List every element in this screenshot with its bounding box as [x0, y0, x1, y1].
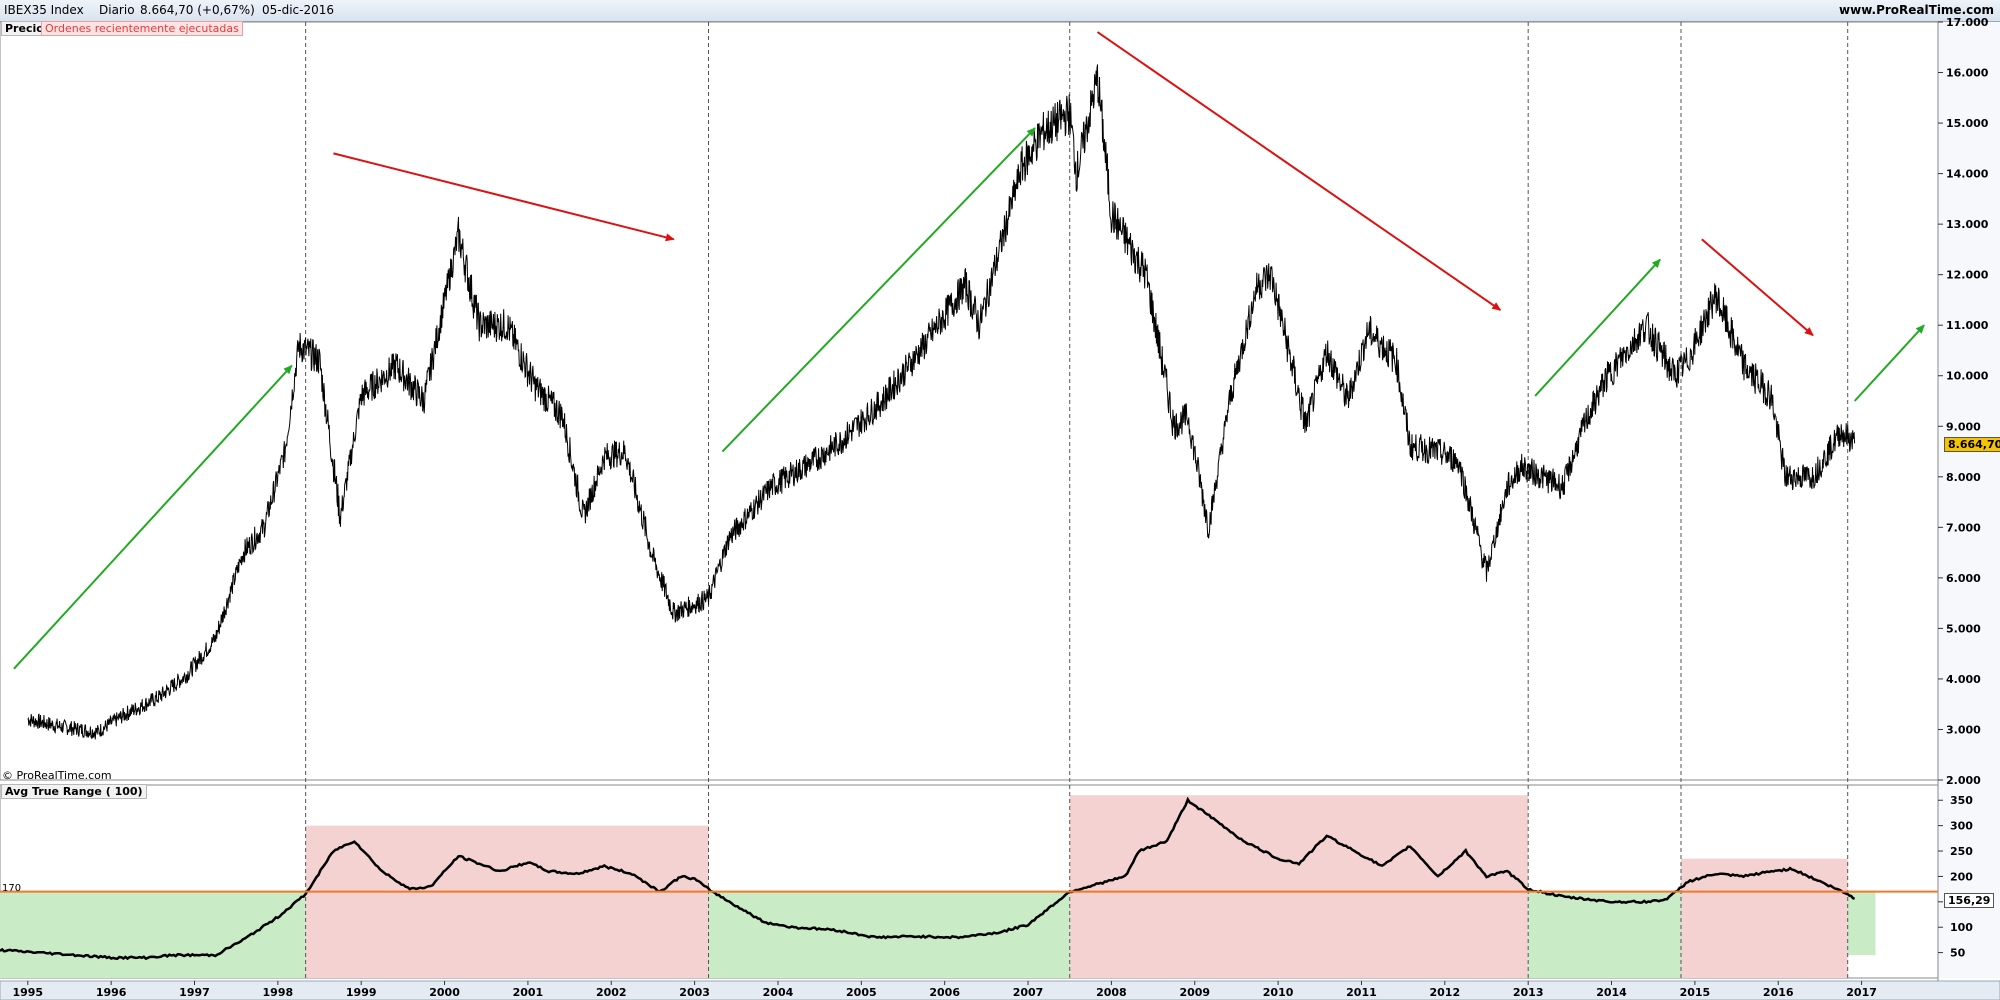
x-tick-label: 2011	[1346, 986, 1377, 999]
x-tick-label: 2015	[1680, 986, 1711, 999]
x-tick-label: 2005	[846, 986, 877, 999]
x-tick-label: 2016	[1763, 986, 1794, 999]
downtrend-arrow	[1701, 238, 1814, 337]
atr-zone-high	[1680, 858, 1848, 978]
atr-zone-high	[305, 825, 709, 978]
price-y-tick-label: 14.000	[1946, 168, 1989, 181]
price-y-tick-label: 4.000	[1946, 673, 1981, 686]
downtrend-arrow	[333, 152, 675, 242]
x-tick-label: 2000	[429, 986, 460, 999]
price-y-tick-label: 2.000	[1946, 774, 1981, 787]
atr-zone-low	[708, 891, 1070, 978]
atr-y-tick-label: 350	[1950, 794, 1973, 807]
price-y-tick-label: 10.000	[1946, 370, 1989, 383]
x-tick-label: 2007	[1013, 986, 1044, 999]
price-y-tick-label: 8.000	[1946, 471, 1981, 484]
atr-y-tick-label: 200	[1950, 870, 1973, 883]
atr-y-tick-label: 250	[1950, 845, 1973, 858]
price-series-line	[27, 64, 1856, 740]
x-tick-label: 2009	[1179, 986, 1210, 999]
atr-y-tick-label: 50	[1950, 947, 1966, 960]
atr-y-tick-label: 300	[1950, 820, 1973, 833]
uptrend-arrow	[721, 127, 1036, 453]
x-tick-label: 2001	[513, 986, 544, 999]
symbol-label: IBEX35 Index	[4, 3, 84, 17]
x-tick-label: 2017	[1846, 986, 1877, 999]
x-tick-label: 2013	[1513, 986, 1544, 999]
period-label: Diario	[99, 3, 135, 17]
atr-zone-low	[1847, 891, 1876, 956]
price-y-tick-label: 9.000	[1946, 420, 1981, 433]
uptrend-arrow	[13, 364, 293, 670]
atr-zone-high	[1069, 795, 1529, 978]
price-y-tick-label: 13.000	[1946, 218, 1989, 231]
price-y-tick-label: 17.000	[1946, 16, 1989, 29]
copyright-label: © ProRealTime.com	[2, 769, 112, 782]
quote-label: 8.664,70 (+0,67%)	[140, 3, 255, 17]
last-atr-tag: 156,29	[1944, 893, 1995, 908]
price-y-tick-label: 5.000	[1946, 622, 1981, 635]
recent-orders-tag[interactable]: Ordenes recientemente ejecutadas	[41, 21, 243, 36]
site-label[interactable]: www.ProRealTime.com	[1839, 3, 1994, 17]
atr-zone-low	[1528, 891, 1681, 978]
x-tick-label: 2012	[1430, 986, 1461, 999]
uptrend-arrow	[1853, 324, 1925, 402]
price-y-tick-label: 12.000	[1946, 269, 1989, 282]
x-tick-label: 2010	[1263, 986, 1294, 999]
atr-zone-low	[0, 891, 306, 978]
atr-level-label: 170	[2, 883, 22, 894]
price-plot-area	[0, 21, 1939, 781]
x-tick-label: 2014	[1596, 986, 1627, 999]
last-price-tag: 8.664,70	[1944, 437, 2000, 452]
price-y-tick-label: 6.000	[1946, 572, 1981, 585]
atr-panel-label: Avg True Range ( 100)	[1, 784, 147, 799]
downtrend-arrow	[1096, 31, 1502, 311]
x-tick-label: 1995	[12, 986, 43, 999]
uptrend-arrow	[1534, 258, 1661, 397]
x-tick-label: 2004	[763, 986, 794, 999]
atr-y-tick-label: 100	[1950, 921, 1973, 934]
x-tick-label: 2003	[679, 986, 710, 999]
x-axis-band	[0, 980, 2000, 1000]
date-label: 05-dic-2016	[262, 3, 335, 17]
price-y-tick-label: 3.000	[1946, 723, 1981, 736]
x-tick-label: 2006	[929, 986, 960, 999]
atr-series-line	[0, 796, 1856, 961]
price-y-tick-label: 11.000	[1946, 319, 1989, 332]
price-y-tick-label: 7.000	[1946, 521, 1981, 534]
price-y-tick-label: 16.000	[1946, 67, 1989, 80]
x-tick-label: 1997	[179, 986, 210, 999]
price-panel-label: Precio	[1, 21, 48, 36]
x-tick-label: 1998	[263, 986, 294, 999]
x-tick-label: 1996	[96, 986, 127, 999]
x-tick-label: 2002	[596, 986, 627, 999]
y-axis-band	[1938, 22, 2000, 978]
x-tick-label: 1999	[346, 986, 377, 999]
price-y-tick-label: 15.000	[1946, 117, 1989, 130]
x-tick-label: 2008	[1096, 986, 1127, 999]
